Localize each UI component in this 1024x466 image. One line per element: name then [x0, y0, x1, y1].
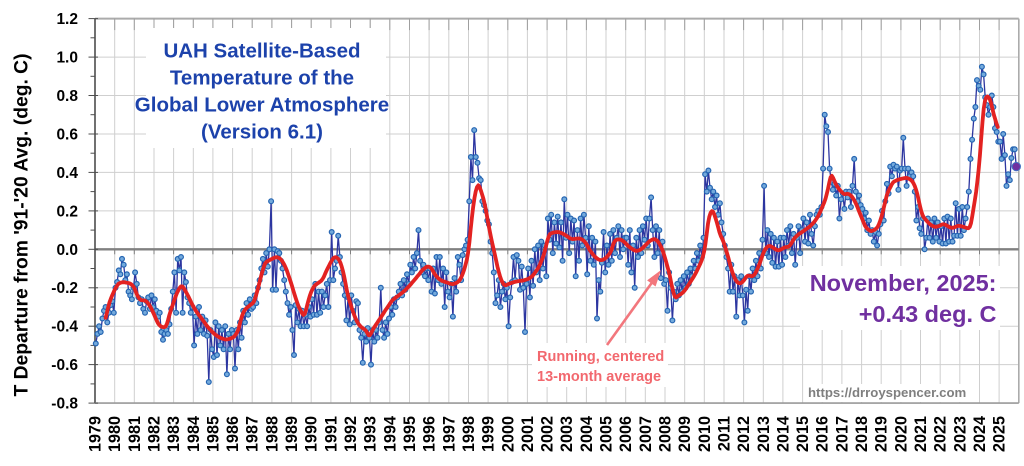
svg-text:November, 2025:: November, 2025: — [810, 270, 997, 296]
svg-text:2008: 2008 — [657, 416, 675, 452]
svg-text:2024: 2024 — [971, 416, 989, 452]
svg-text:0.4: 0.4 — [56, 165, 78, 182]
svg-text:2005: 2005 — [598, 416, 616, 452]
svg-text:1999: 1999 — [480, 416, 498, 452]
svg-text:2010: 2010 — [696, 416, 714, 452]
svg-text:1998: 1998 — [460, 416, 478, 452]
svg-text:https://drroyspencer.com: https://drroyspencer.com — [808, 385, 966, 400]
svg-text:0.0: 0.0 — [56, 242, 78, 259]
svg-text:1987: 1987 — [244, 416, 262, 452]
svg-text:Global Lower Atmosphere: Global Lower Atmosphere — [135, 94, 389, 117]
svg-text:2009: 2009 — [676, 416, 694, 452]
svg-text:1990: 1990 — [303, 416, 321, 452]
svg-text:0.2: 0.2 — [56, 203, 78, 220]
svg-text:1986: 1986 — [224, 416, 242, 452]
svg-text:0.8: 0.8 — [56, 88, 78, 105]
svg-text:1.2: 1.2 — [56, 11, 78, 28]
svg-text:-0.6: -0.6 — [51, 357, 78, 374]
svg-text:1996: 1996 — [421, 416, 439, 452]
svg-text:1993: 1993 — [362, 416, 380, 452]
svg-text:2023: 2023 — [951, 416, 969, 452]
svg-text:1980: 1980 — [106, 416, 124, 452]
svg-text:2007: 2007 — [637, 416, 655, 452]
svg-text:1995: 1995 — [401, 416, 419, 452]
svg-text:-0.8: -0.8 — [51, 396, 78, 413]
svg-text:2003: 2003 — [558, 416, 576, 452]
svg-text:2001: 2001 — [519, 416, 537, 452]
svg-text:+0.43 deg. C: +0.43 deg. C — [859, 301, 997, 327]
svg-text:2013: 2013 — [755, 416, 773, 452]
svg-text:1991: 1991 — [322, 416, 340, 452]
svg-text:Temperature of the: Temperature of the — [170, 67, 354, 90]
svg-text:2012: 2012 — [735, 416, 753, 452]
svg-text:1988: 1988 — [263, 416, 281, 452]
svg-text:2025: 2025 — [991, 416, 1009, 452]
svg-text:1985: 1985 — [204, 416, 222, 452]
svg-text:1992: 1992 — [342, 416, 360, 452]
svg-text:1997: 1997 — [440, 416, 458, 452]
svg-text:2006: 2006 — [617, 416, 635, 452]
svg-text:UAH Satellite-Based: UAH Satellite-Based — [163, 40, 360, 63]
svg-text:2000: 2000 — [499, 416, 517, 452]
svg-text:2020: 2020 — [892, 416, 910, 452]
svg-text:T Departure from '91-'20 Avg.: T Departure from '91-'20 Avg. (deg. C) — [12, 53, 33, 396]
svg-text:(Version 6.1): (Version 6.1) — [201, 121, 323, 144]
svg-text:1.0: 1.0 — [56, 50, 78, 67]
svg-text:2019: 2019 — [873, 416, 891, 452]
svg-text:1981: 1981 — [126, 416, 144, 452]
svg-text:1982: 1982 — [146, 416, 164, 452]
svg-text:1994: 1994 — [381, 416, 399, 452]
svg-text:1979: 1979 — [87, 416, 105, 452]
svg-text:2016: 2016 — [814, 416, 832, 452]
svg-text:1989: 1989 — [283, 416, 301, 452]
svg-text:13-month average: 13-month average — [537, 369, 661, 385]
svg-text:2004: 2004 — [578, 416, 596, 452]
svg-text:-0.2: -0.2 — [51, 280, 78, 297]
svg-text:1983: 1983 — [165, 416, 183, 452]
svg-text:2018: 2018 — [853, 416, 871, 452]
svg-text:2021: 2021 — [912, 416, 930, 452]
svg-text:2014: 2014 — [774, 416, 792, 452]
svg-text:-0.4: -0.4 — [51, 319, 78, 336]
svg-text:0.6: 0.6 — [56, 127, 78, 144]
svg-text:Running, centered: Running, centered — [537, 349, 664, 365]
svg-text:2022: 2022 — [932, 416, 950, 452]
svg-text:2002: 2002 — [539, 416, 557, 452]
svg-text:2011: 2011 — [716, 416, 734, 451]
svg-text:2015: 2015 — [794, 416, 812, 452]
svg-text:2017: 2017 — [833, 416, 851, 452]
svg-text:1984: 1984 — [185, 416, 203, 452]
